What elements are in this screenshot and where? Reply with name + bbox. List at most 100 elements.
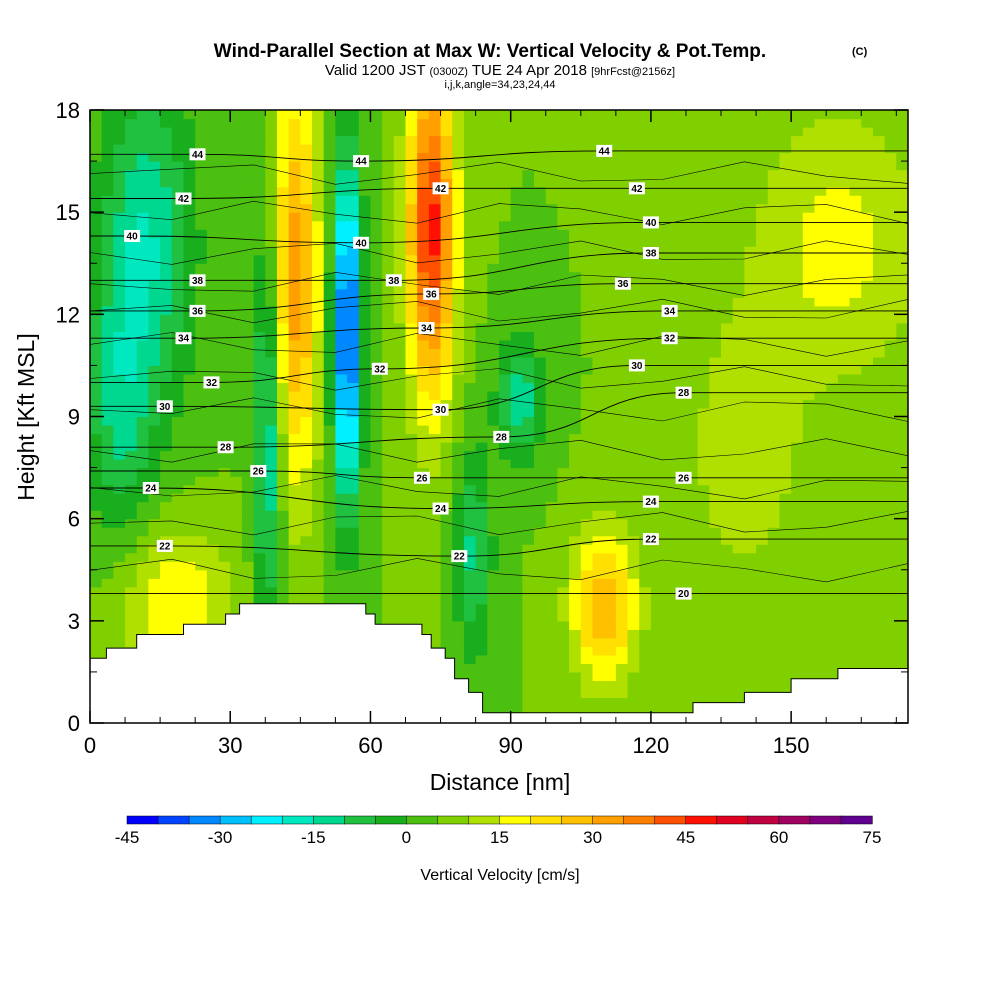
heatmap-cell (884, 425, 897, 435)
heatmap-cell (615, 697, 629, 707)
heatmap-cell (288, 348, 301, 358)
heatmap-cell (884, 442, 897, 452)
heatmap-cell (522, 254, 535, 264)
heatmap-cell (101, 578, 114, 588)
heatmap-cell (405, 467, 418, 477)
heatmap-cell (487, 331, 500, 341)
heatmap-cell (569, 552, 582, 562)
heatmap-cell (814, 527, 827, 537)
heatmap-cell (405, 552, 418, 562)
heatmap-cell (136, 254, 150, 264)
heatmap-cell (744, 254, 757, 264)
heatmap-cell (545, 697, 559, 707)
heatmap-cell (545, 603, 559, 613)
heatmap-cell (545, 110, 559, 120)
heatmap-cell (125, 373, 138, 384)
heatmap-cell (125, 297, 138, 307)
heatmap-cell (323, 322, 336, 332)
heatmap-cell (300, 127, 313, 137)
heatmap-cell (113, 493, 126, 503)
heatmap-cell (674, 118, 687, 128)
heatmap-cell (849, 544, 862, 554)
heatmap-cell (802, 476, 816, 486)
heatmap-cell (382, 603, 395, 613)
heatmap-cell (218, 407, 231, 418)
heatmap-cell (312, 476, 325, 486)
heatmap-cell (393, 518, 407, 528)
heatmap-cell (884, 620, 897, 630)
heatmap-cell (125, 203, 138, 213)
heatmap-cell (826, 407, 839, 418)
heatmap-cell (218, 501, 231, 511)
heatmap-cell (849, 110, 862, 120)
heatmap-cell (779, 612, 792, 622)
heatmap-cell (522, 552, 535, 562)
heatmap-cell (370, 612, 383, 622)
heatmap-cell (627, 671, 640, 682)
heatmap-cell (522, 390, 535, 401)
heatmap-cell (417, 459, 430, 469)
heatmap-cell (615, 169, 629, 179)
heatmap-cell (884, 237, 897, 247)
heatmap-cell (382, 288, 395, 298)
heatmap-cell (300, 288, 313, 298)
heatmap-cell (195, 348, 208, 358)
heatmap-cell (288, 442, 301, 452)
heatmap-cell (393, 195, 407, 205)
heatmap-cell (650, 271, 664, 281)
heatmap-cell (358, 322, 372, 332)
heatmap-cell (592, 688, 605, 699)
heatmap-cell (218, 212, 231, 222)
heatmap-cell (721, 433, 734, 443)
heatmap-cell (218, 203, 231, 213)
heatmap-cell (241, 595, 255, 605)
heatmap-cell (674, 433, 687, 443)
heatmap-cell (709, 569, 722, 579)
heatmap-cell (569, 144, 582, 154)
heatmap-cell (650, 578, 664, 588)
heatmap-cell (802, 390, 816, 401)
heatmap-cell (732, 373, 745, 384)
heatmap-cell (826, 493, 839, 503)
heatmap-cell (791, 467, 804, 477)
heatmap-cell (615, 620, 629, 630)
heatmap-cell (510, 407, 523, 418)
heatmap-cell (510, 399, 523, 409)
heatmap-cell (241, 407, 255, 418)
heatmap-cell (90, 280, 103, 290)
heatmap-cell (335, 203, 348, 213)
heatmap-cell (756, 476, 769, 486)
heatmap-cell (767, 510, 781, 520)
heatmap-cell (545, 382, 559, 392)
heatmap-cell (592, 518, 605, 528)
heatmap-cell (463, 263, 477, 273)
heatmap-cell (335, 254, 348, 264)
heatmap-cell (639, 118, 652, 128)
heatmap-cell (101, 161, 114, 171)
heatmap-cell (814, 459, 827, 469)
heatmap-cell (615, 382, 629, 392)
heatmap-cell (779, 186, 792, 196)
heatmap-cell (125, 339, 138, 349)
heatmap-cell (218, 246, 231, 256)
heatmap-cell (557, 280, 570, 290)
heatmap-cell (650, 365, 664, 375)
heatmap-cell (709, 382, 722, 392)
heatmap-cell (592, 127, 605, 137)
heatmap-cell (136, 476, 150, 486)
heatmap-cell (312, 535, 325, 545)
heatmap-cell (545, 390, 559, 401)
heatmap-cell (709, 586, 722, 596)
heatmap-cell (872, 229, 886, 239)
heatmap-cell (136, 212, 150, 222)
heatmap-cell (522, 339, 535, 349)
heatmap-cell (499, 390, 512, 401)
heatmap-cell (826, 544, 839, 554)
heatmap-cell (487, 612, 500, 622)
heatmap-cell (475, 186, 488, 196)
heatmap-cell (230, 459, 243, 469)
heatmap-cell (709, 144, 722, 154)
heatmap-cell (849, 637, 862, 647)
heatmap-cell (148, 518, 161, 528)
heatmap-cell (861, 110, 874, 120)
